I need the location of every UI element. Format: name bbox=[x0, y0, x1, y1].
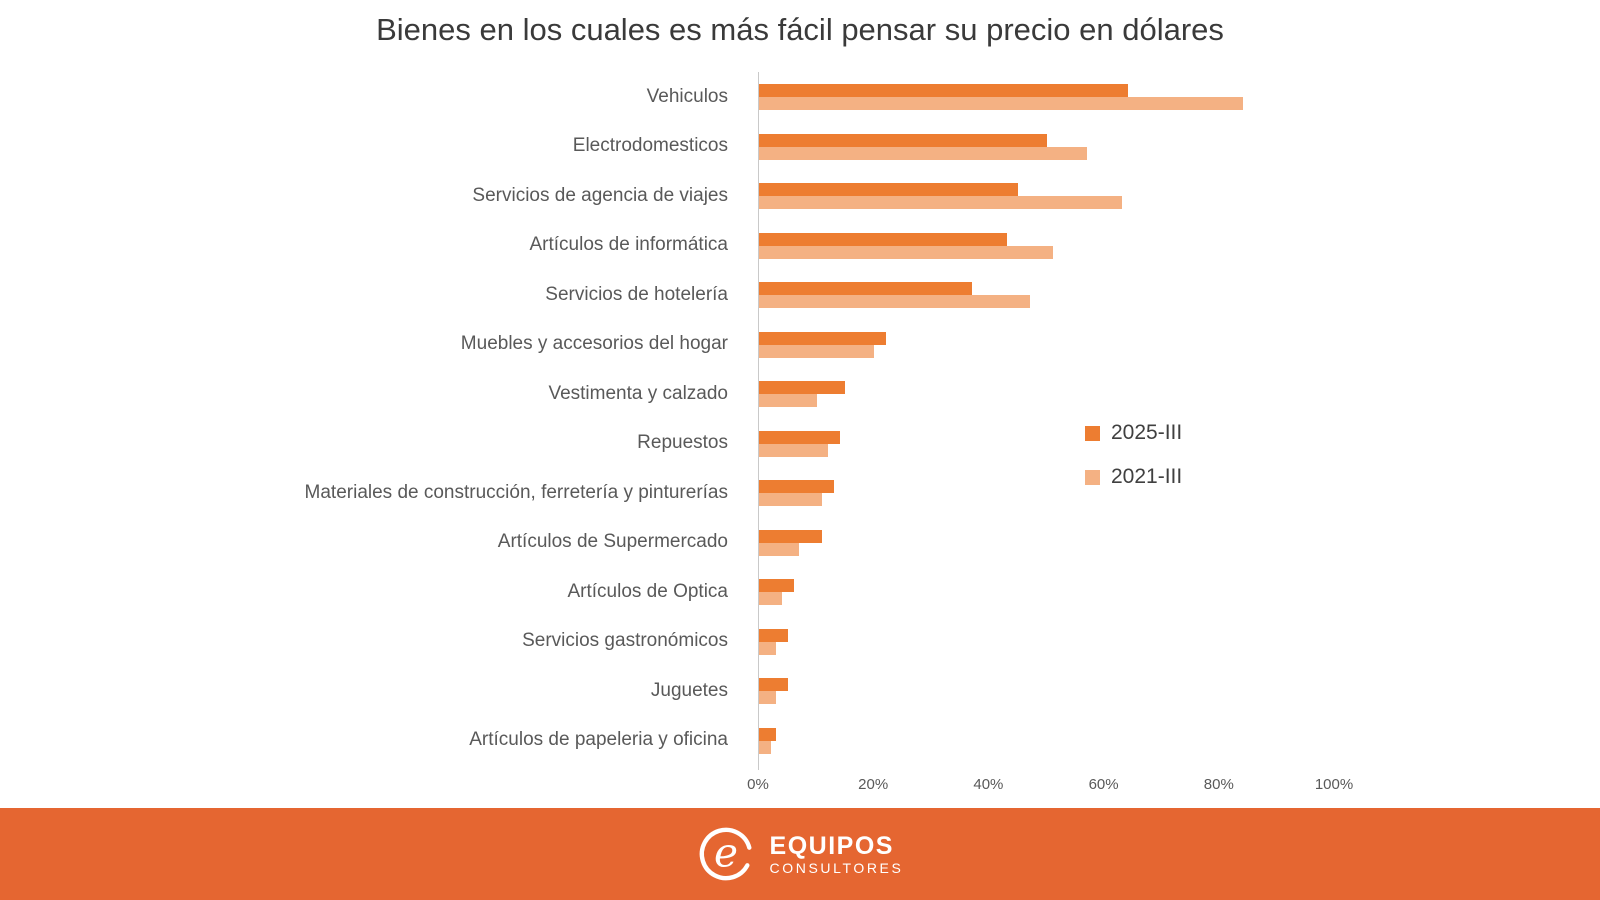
bar-group bbox=[759, 232, 1053, 259]
bar-chart: Vehiculos Electrodomesticos Servicios de a… bbox=[0, 72, 1600, 793]
bar-2021-III bbox=[759, 740, 771, 754]
category-label: Electrodomesticos bbox=[572, 135, 728, 157]
bar-2025-III bbox=[759, 579, 794, 592]
bar-group bbox=[759, 529, 823, 556]
x-tick-label: 100% bbox=[1314, 776, 1354, 793]
bar-2025-III bbox=[759, 480, 834, 493]
bar-group bbox=[759, 727, 777, 754]
category-label: Artículos de Optica bbox=[567, 580, 728, 602]
bar-2021-III bbox=[759, 245, 1053, 259]
category-label: Juguetes bbox=[650, 679, 728, 701]
category-label: Servicios gastronómicos bbox=[522, 630, 728, 652]
chart-title: Bienes en los cuales es más fácil pensar… bbox=[376, 12, 1224, 47]
bar-2025-III bbox=[759, 430, 840, 444]
legend-swatch-2025-III bbox=[1085, 425, 1100, 441]
bar-2021-III bbox=[759, 493, 823, 506]
bar-group bbox=[759, 331, 886, 358]
bar-group bbox=[759, 183, 1122, 209]
chart-row: Artículos de informática bbox=[0, 221, 1600, 271]
category-label: Materiales de construcción, ferretería y… bbox=[304, 481, 728, 503]
bar-2025-III bbox=[759, 232, 1007, 246]
brand-name: EQUIPOS bbox=[769, 831, 894, 860]
bar-2021-III bbox=[759, 641, 777, 655]
legend-label: 2021-III bbox=[1111, 465, 1183, 488]
x-tick-label: 20% bbox=[858, 776, 889, 793]
brand-subtitle: CONSULTORES bbox=[769, 859, 904, 876]
bar-2025-III bbox=[759, 678, 788, 691]
bar-2021-III bbox=[759, 443, 829, 457]
chart-row: Materiales de construcción, ferretería y… bbox=[0, 468, 1600, 518]
legend-label: 2025-III bbox=[1111, 421, 1183, 444]
bar-2021-III bbox=[759, 592, 783, 605]
chart-row: Electrodomesticos bbox=[0, 122, 1600, 172]
bar-2021-III bbox=[759, 542, 800, 556]
bar-group bbox=[759, 133, 1088, 160]
svg-text:e: e bbox=[714, 829, 738, 877]
bar-2025-III bbox=[759, 331, 886, 345]
bar-2025-III bbox=[759, 727, 777, 741]
bar-2021-III bbox=[759, 196, 1122, 209]
category-label: Vehiculos bbox=[646, 85, 728, 107]
x-tick-label: 40% bbox=[973, 776, 1004, 793]
category-label: Repuestos bbox=[637, 432, 728, 454]
chart-row: Juguetes bbox=[0, 666, 1600, 716]
chart-row: Vehiculos bbox=[0, 72, 1600, 122]
bar-group bbox=[759, 579, 794, 605]
chart-row: Artículos de Supermercado bbox=[0, 518, 1600, 568]
category-label: Artículos de informática bbox=[529, 234, 728, 256]
e-swirl-icon: e bbox=[699, 827, 752, 881]
bar-group bbox=[759, 480, 834, 506]
chart-row: Artículos de papeleria y oficina bbox=[0, 716, 1600, 766]
bar-group bbox=[759, 84, 1243, 110]
x-tick-label: 80% bbox=[1203, 776, 1234, 793]
bar-2025-III bbox=[759, 381, 846, 394]
bar-2025-III bbox=[759, 529, 823, 543]
category-label: Artículos de papeleria y oficina bbox=[469, 729, 728, 751]
bar-2025-III bbox=[759, 183, 1019, 196]
footer-band: e EQUIPOS CONSULTORES bbox=[0, 808, 1600, 900]
bar-2021-III bbox=[759, 97, 1243, 110]
bar-group bbox=[759, 430, 840, 457]
category-label: Muebles y accesorios del hogar bbox=[460, 333, 728, 355]
chart-row: Artículos de Optica bbox=[0, 567, 1600, 617]
bar-2021-III bbox=[759, 344, 875, 358]
category-label: Servicios de hotelería bbox=[545, 283, 728, 305]
bar-group bbox=[759, 678, 788, 704]
category-label: Vestimenta y calzado bbox=[548, 382, 728, 404]
bar-2025-III bbox=[759, 628, 788, 642]
chart-row: Servicios de agencia de viajes bbox=[0, 171, 1600, 221]
chart-row: Repuestos bbox=[0, 419, 1600, 469]
chart-row: Servicios de hotelería bbox=[0, 270, 1600, 320]
x-axis: 0% 20% 40% 60% 80% 100% bbox=[0, 772, 1600, 796]
bar-2021-III bbox=[759, 146, 1088, 160]
chart-row: Muebles y accesorios del hogar bbox=[0, 320, 1600, 370]
legend-item: 2025-III bbox=[1085, 421, 1182, 445]
brand-logo: e EQUIPOS CONSULTORES bbox=[0, 808, 1600, 900]
legend-swatch-2021-III bbox=[1085, 469, 1100, 485]
brand-wordmark: EQUIPOS CONSULTORES bbox=[769, 831, 904, 876]
y-axis-line bbox=[758, 72, 759, 770]
bar-2021-III bbox=[759, 295, 1030, 308]
bar-group bbox=[759, 381, 846, 407]
bar-2025-III bbox=[759, 282, 973, 295]
bar-group bbox=[759, 282, 1030, 308]
x-tick-label: 0% bbox=[747, 776, 769, 793]
bar-2025-III bbox=[759, 84, 1128, 97]
chart-legend: 2025-III 2021-III bbox=[1085, 421, 1182, 489]
x-tick-label: 60% bbox=[1088, 776, 1119, 793]
category-label: Servicios de agencia de viajes bbox=[472, 184, 728, 206]
chart-row: Servicios gastronómicos bbox=[0, 617, 1600, 667]
category-label: Artículos de Supermercado bbox=[497, 531, 728, 553]
bar-group bbox=[759, 628, 788, 655]
legend-item: 2021-III bbox=[1085, 465, 1182, 489]
bar-2021-III bbox=[759, 394, 817, 407]
chart-row: Vestimenta y calzado bbox=[0, 369, 1600, 419]
bar-2025-III bbox=[759, 133, 1047, 147]
bar-2021-III bbox=[759, 691, 777, 704]
